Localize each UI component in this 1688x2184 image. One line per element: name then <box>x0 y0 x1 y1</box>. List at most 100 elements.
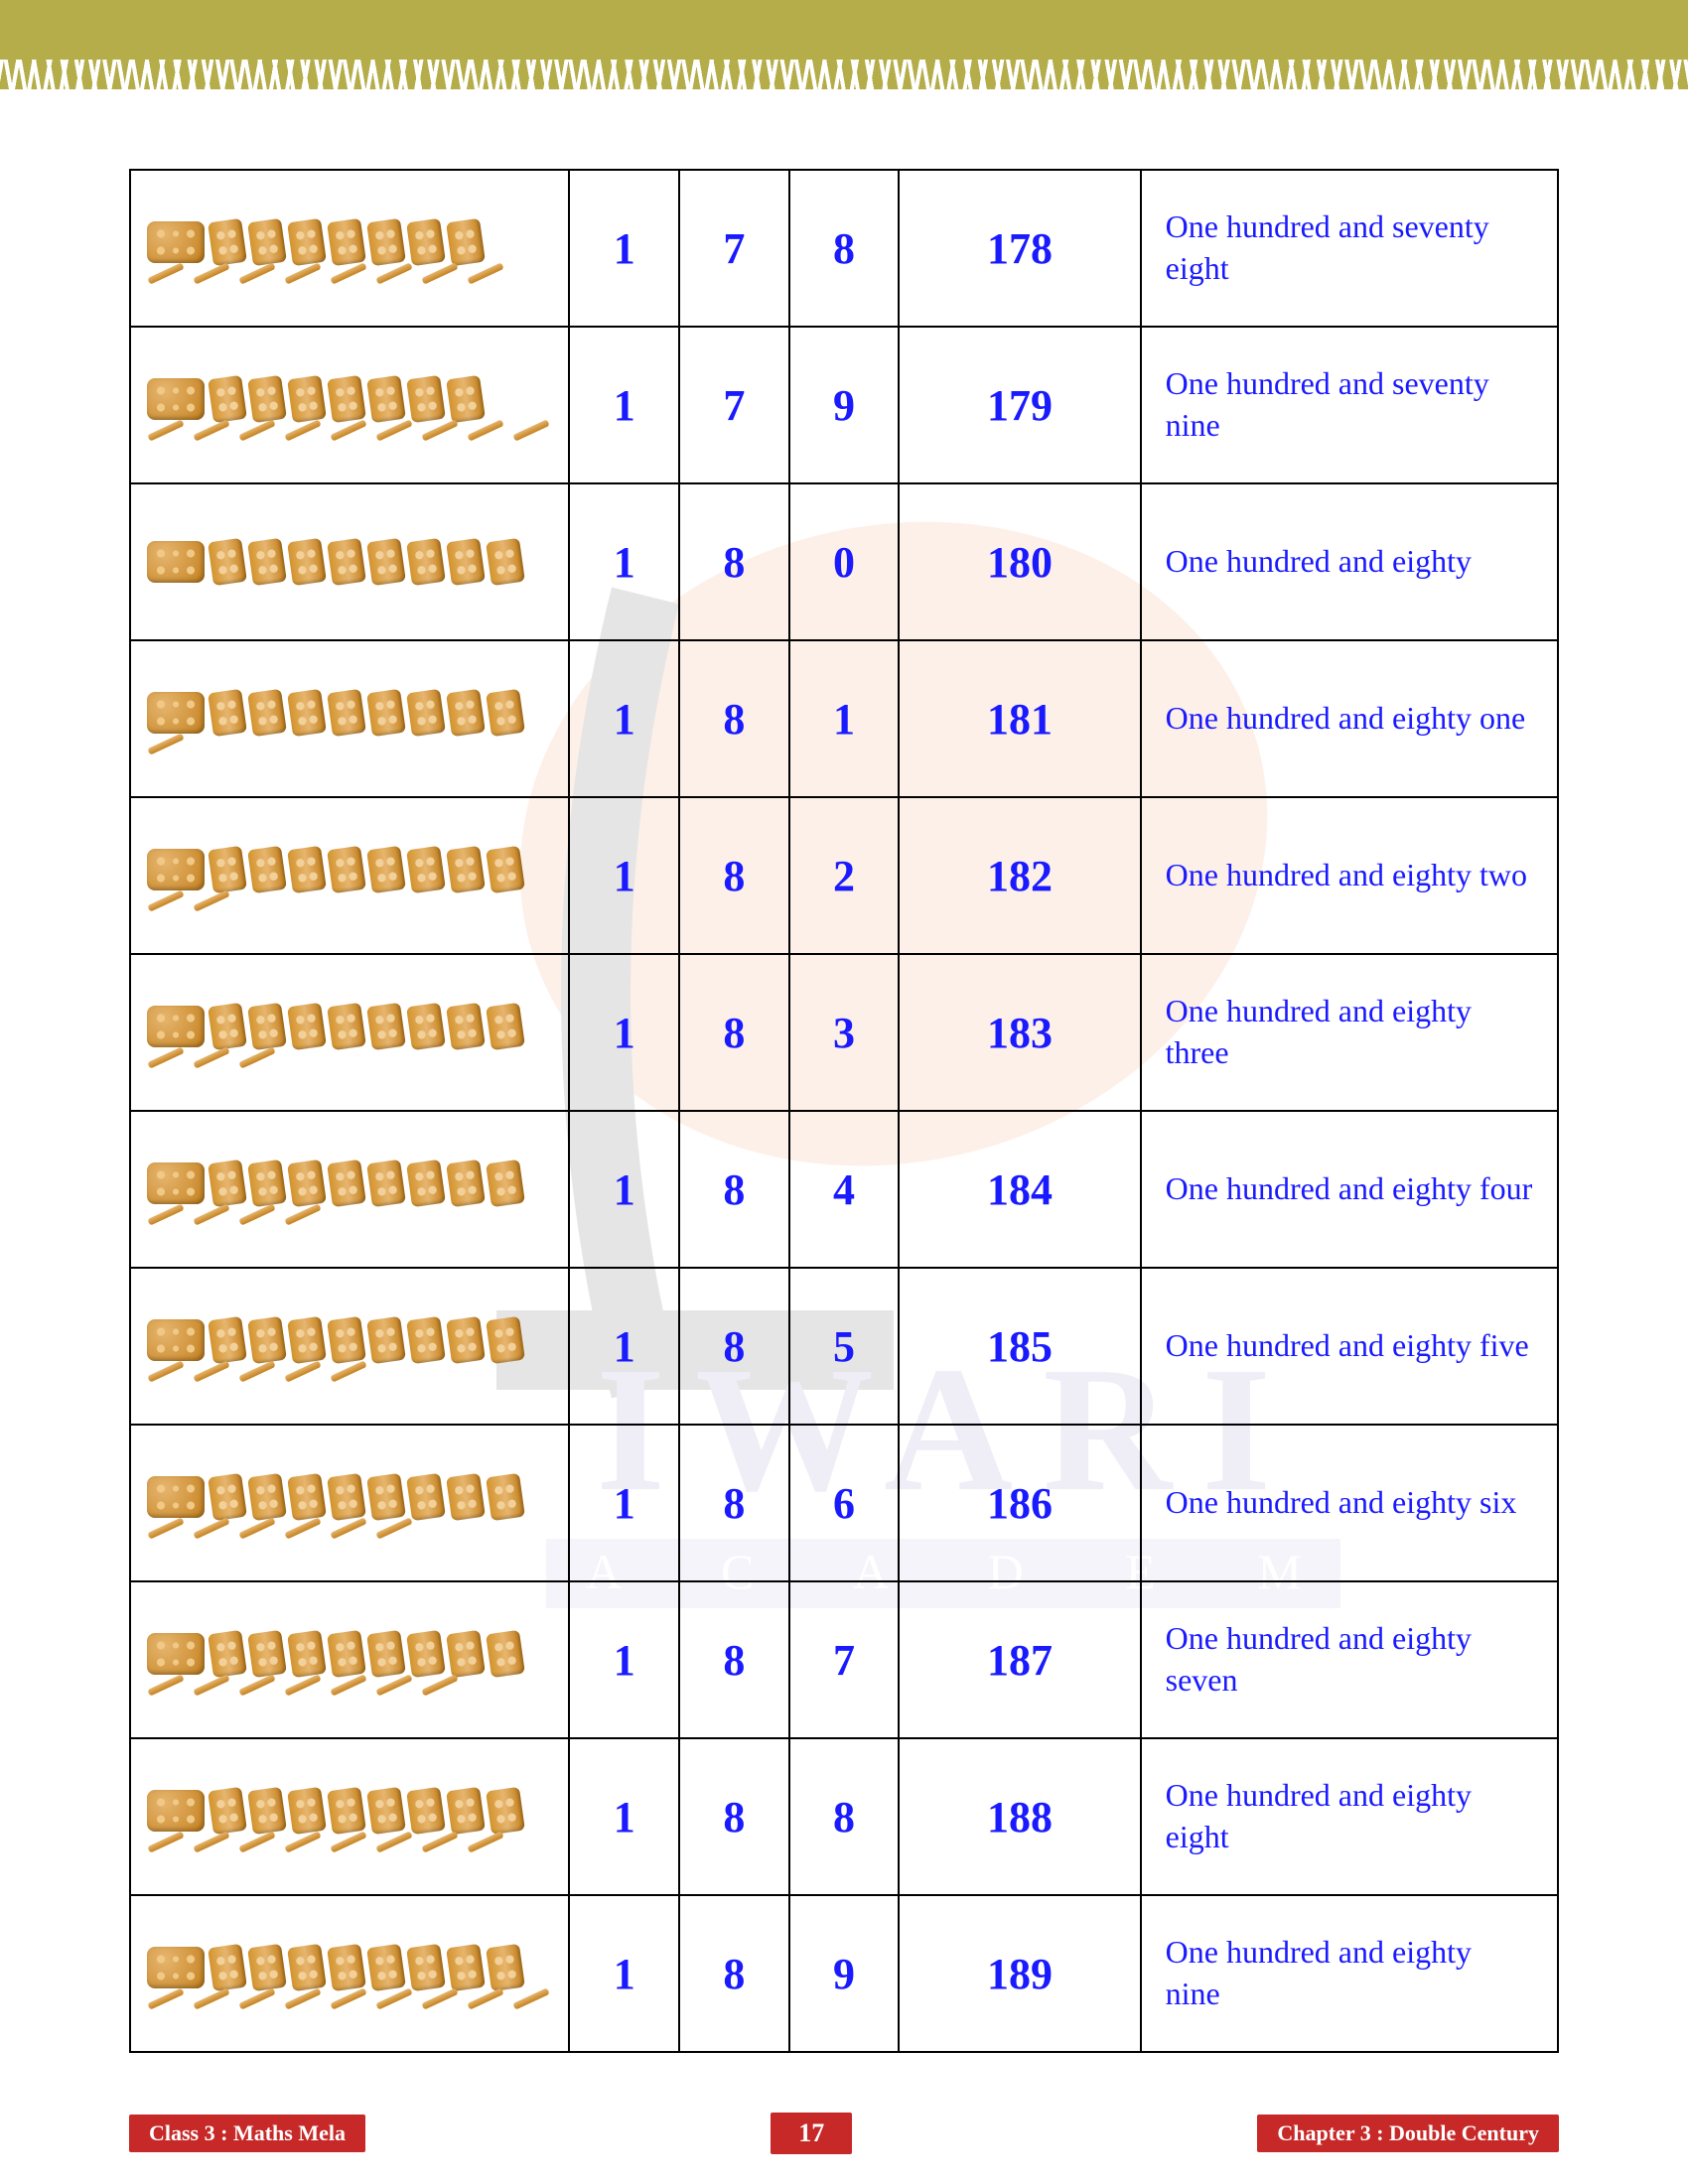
number-value: 187 <box>987 1636 1053 1685</box>
ten-bundle-icon <box>406 688 446 736</box>
ones-digit-cell: 3 <box>789 954 900 1111</box>
hundreds-digit-cell: 1 <box>569 170 679 327</box>
table-row: 181181One hundred and eighty one <box>130 640 1558 797</box>
number-value: 178 <box>987 224 1053 273</box>
ones-digit-cell: 5 <box>789 1268 900 1425</box>
ten-bundle-icon <box>406 1472 446 1520</box>
tens-digit-cell: 7 <box>679 170 789 327</box>
hundreds-digit: 1 <box>614 1793 635 1842</box>
unit-stick-icon <box>147 1046 184 1068</box>
ten-bundle-icon <box>287 688 327 736</box>
visual-cell <box>130 954 569 1111</box>
number-words: One hundred and eighty three <box>1166 993 1472 1070</box>
hundreds-digit: 1 <box>614 1009 635 1057</box>
number-words: One hundred and eighty six <box>1166 1484 1517 1520</box>
visual-cell <box>130 797 569 954</box>
hundreds-digit: 1 <box>614 1950 635 1998</box>
unit-stick-icon <box>193 419 229 441</box>
ten-bundle-icon <box>247 538 287 586</box>
number-cell: 181 <box>899 640 1140 797</box>
hundreds-digit-cell: 1 <box>569 1111 679 1268</box>
words-cell: One hundred and seventy eight <box>1141 170 1558 327</box>
hundred-bundle-icon <box>147 1790 205 1832</box>
words-cell: One hundred and eighty seven <box>1141 1581 1558 1738</box>
ten-bundle-icon <box>287 1786 327 1834</box>
visual-cell <box>130 1425 569 1581</box>
tens-digit: 7 <box>723 381 745 430</box>
unit-stick-icon <box>147 733 184 754</box>
ones-digit-cell: 2 <box>789 797 900 954</box>
words-cell: One hundred and eighty two <box>1141 797 1558 954</box>
tens-digit-cell: 8 <box>679 797 789 954</box>
ten-bundle-icon <box>327 1315 366 1363</box>
ten-bundle-icon <box>208 1786 247 1834</box>
hundred-bundle-icon <box>147 1162 205 1204</box>
number-words: One hundred and eighty seven <box>1166 1620 1472 1698</box>
ten-bundle-icon <box>406 1786 446 1834</box>
ones-digit: 3 <box>833 1009 855 1057</box>
ten-bundle-icon <box>406 1629 446 1677</box>
hundred-bundle-icon <box>147 849 205 890</box>
tens-digit: 8 <box>723 1479 745 1528</box>
ones-digit-cell: 8 <box>789 170 900 327</box>
ten-bundle-icon <box>366 1159 406 1206</box>
ten-bundle-icon <box>406 1943 446 1990</box>
ten-bundle-icon <box>446 374 486 422</box>
unit-stick-icon <box>284 1674 321 1696</box>
number-cell: 178 <box>899 170 1140 327</box>
unit-stick-icon <box>375 1674 412 1696</box>
hundred-bundle-icon <box>147 541 205 583</box>
tens-digit-cell: 8 <box>679 1425 789 1581</box>
ten-bundle-icon <box>247 1786 287 1834</box>
ten-bundle-icon <box>247 217 287 265</box>
hundred-bundle-icon <box>147 378 205 420</box>
ten-bundle-icon <box>446 688 486 736</box>
tens-digit: 8 <box>723 1950 745 1998</box>
ten-bundle-icon <box>366 1315 406 1363</box>
visual-cell <box>130 170 569 327</box>
ones-digit: 0 <box>833 538 855 587</box>
ten-bundle-icon <box>446 1002 486 1049</box>
unit-stick-icon <box>467 1831 503 1852</box>
ten-bundle-icon <box>327 845 366 892</box>
number-value: 181 <box>987 695 1053 744</box>
unit-stick-icon <box>193 1517 229 1539</box>
ten-bundle-icon <box>446 1472 486 1520</box>
hundreds-digit: 1 <box>614 224 635 273</box>
tens-digit: 8 <box>723 852 745 900</box>
unit-stick-icon <box>147 262 184 284</box>
ten-bundle-icon <box>287 1315 327 1363</box>
number-words: One hundred and eighty four <box>1166 1170 1533 1206</box>
ten-bundle-icon <box>406 217 446 265</box>
tens-digit-cell: 8 <box>679 954 789 1111</box>
ten-bundle-icon <box>287 1159 327 1206</box>
visual-cell <box>130 483 569 640</box>
tens-digit-cell: 8 <box>679 483 789 640</box>
number-cell: 186 <box>899 1425 1140 1581</box>
ten-bundle-icon <box>327 1159 366 1206</box>
ten-bundle-icon <box>327 1629 366 1677</box>
unit-stick-icon <box>467 1987 503 2009</box>
table-row: 183183One hundred and eighty three <box>130 954 1558 1111</box>
hundreds-digit-cell: 1 <box>569 483 679 640</box>
ten-bundle-icon <box>446 1629 486 1677</box>
number-cell: 187 <box>899 1581 1140 1738</box>
hundreds-digit-cell: 1 <box>569 1268 679 1425</box>
words-cell: One hundred and eighty four <box>1141 1111 1558 1268</box>
ten-bundle-icon <box>406 538 446 586</box>
hundred-bundle-icon <box>147 1319 205 1361</box>
unit-stick-icon <box>421 1674 458 1696</box>
number-cell: 184 <box>899 1111 1140 1268</box>
ten-bundle-icon <box>366 538 406 586</box>
ten-bundle-icon <box>446 1315 486 1363</box>
tens-digit-cell: 8 <box>679 1581 789 1738</box>
unit-stick-icon <box>284 1831 321 1852</box>
visual-cell <box>130 640 569 797</box>
ones-digit-cell: 8 <box>789 1738 900 1895</box>
number-value: 184 <box>987 1165 1053 1214</box>
ten-bundle-icon <box>366 1002 406 1049</box>
ten-bundle-icon <box>406 1315 446 1363</box>
unit-stick-icon <box>147 1203 184 1225</box>
words-cell: One hundred and eighty one <box>1141 640 1558 797</box>
ten-bundle-icon <box>486 845 525 892</box>
